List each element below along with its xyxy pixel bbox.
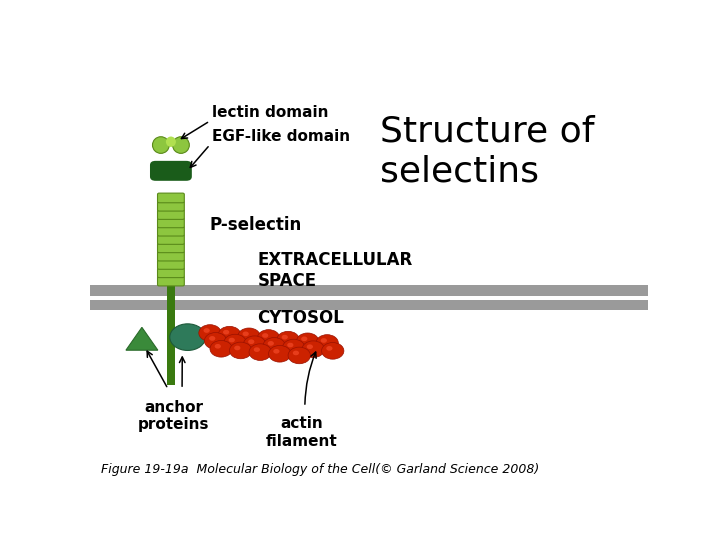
Circle shape bbox=[218, 326, 240, 343]
Circle shape bbox=[204, 333, 227, 349]
Circle shape bbox=[215, 344, 221, 349]
Circle shape bbox=[234, 346, 240, 350]
Circle shape bbox=[243, 336, 266, 353]
Circle shape bbox=[204, 328, 210, 333]
Circle shape bbox=[253, 347, 260, 352]
Text: Figure 19-19a  Molecular Biology of the Cell(© Garland Science 2008): Figure 19-19a Molecular Biology of the C… bbox=[101, 463, 539, 476]
Circle shape bbox=[262, 333, 269, 338]
Circle shape bbox=[287, 343, 294, 347]
Text: EXTRACELLULAR
SPACE: EXTRACELLULAR SPACE bbox=[258, 251, 413, 290]
Circle shape bbox=[170, 324, 205, 350]
Circle shape bbox=[282, 335, 288, 340]
Circle shape bbox=[258, 329, 280, 346]
Polygon shape bbox=[126, 327, 158, 350]
Circle shape bbox=[302, 341, 325, 357]
Circle shape bbox=[199, 325, 221, 341]
Circle shape bbox=[229, 338, 235, 342]
FancyBboxPatch shape bbox=[150, 161, 192, 181]
Circle shape bbox=[238, 328, 260, 345]
Circle shape bbox=[263, 338, 285, 354]
Circle shape bbox=[316, 335, 338, 352]
Circle shape bbox=[282, 339, 305, 356]
Text: Structure of
selectins: Structure of selectins bbox=[380, 114, 595, 188]
Circle shape bbox=[301, 336, 307, 341]
FancyBboxPatch shape bbox=[158, 210, 184, 219]
Circle shape bbox=[288, 347, 310, 364]
Circle shape bbox=[326, 346, 333, 350]
Circle shape bbox=[277, 332, 300, 348]
FancyBboxPatch shape bbox=[90, 285, 648, 296]
Text: P-selectin: P-selectin bbox=[210, 216, 302, 234]
FancyBboxPatch shape bbox=[167, 285, 174, 385]
Text: anchor
proteins: anchor proteins bbox=[138, 400, 210, 432]
Text: CYTOSOL: CYTOSOL bbox=[258, 309, 344, 327]
Circle shape bbox=[297, 333, 319, 349]
Circle shape bbox=[322, 342, 344, 359]
Circle shape bbox=[320, 338, 327, 343]
FancyBboxPatch shape bbox=[158, 235, 184, 244]
Circle shape bbox=[268, 341, 274, 346]
FancyBboxPatch shape bbox=[158, 251, 184, 261]
Circle shape bbox=[230, 342, 252, 359]
Circle shape bbox=[269, 346, 291, 362]
Ellipse shape bbox=[153, 137, 169, 153]
Circle shape bbox=[223, 330, 229, 334]
FancyBboxPatch shape bbox=[158, 260, 184, 269]
FancyBboxPatch shape bbox=[90, 300, 648, 310]
FancyBboxPatch shape bbox=[158, 243, 184, 253]
FancyBboxPatch shape bbox=[158, 268, 184, 278]
FancyBboxPatch shape bbox=[158, 276, 184, 286]
Circle shape bbox=[293, 350, 299, 355]
Circle shape bbox=[224, 334, 246, 351]
FancyBboxPatch shape bbox=[158, 218, 184, 228]
Circle shape bbox=[209, 336, 215, 341]
Circle shape bbox=[210, 341, 233, 357]
Circle shape bbox=[307, 345, 313, 349]
Ellipse shape bbox=[166, 137, 176, 147]
Circle shape bbox=[249, 344, 271, 360]
Circle shape bbox=[248, 340, 254, 344]
Text: lectin domain: lectin domain bbox=[212, 105, 328, 120]
Circle shape bbox=[274, 349, 279, 354]
Circle shape bbox=[243, 332, 249, 336]
FancyBboxPatch shape bbox=[158, 193, 184, 202]
Text: actin
filament: actin filament bbox=[266, 416, 338, 449]
FancyBboxPatch shape bbox=[158, 226, 184, 236]
Ellipse shape bbox=[173, 137, 189, 153]
FancyBboxPatch shape bbox=[158, 201, 184, 211]
Text: EGF-like domain: EGF-like domain bbox=[212, 129, 350, 144]
